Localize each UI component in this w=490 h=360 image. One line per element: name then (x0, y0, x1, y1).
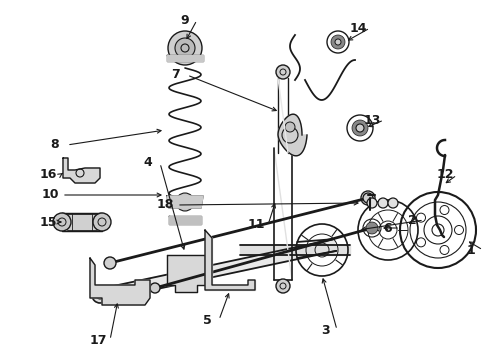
Text: 6: 6 (384, 221, 392, 234)
Circle shape (53, 213, 71, 231)
Circle shape (363, 193, 373, 203)
Text: 1: 1 (466, 243, 475, 256)
Text: 4: 4 (144, 157, 152, 170)
Polygon shape (167, 55, 203, 61)
Text: 3: 3 (320, 324, 329, 337)
Polygon shape (278, 78, 288, 153)
Polygon shape (62, 213, 102, 231)
Text: 9: 9 (181, 13, 189, 27)
Polygon shape (274, 148, 292, 280)
Circle shape (276, 65, 290, 79)
Polygon shape (169, 216, 201, 224)
Circle shape (175, 38, 195, 58)
Circle shape (150, 283, 160, 293)
Circle shape (331, 35, 345, 49)
Text: 18: 18 (156, 198, 173, 211)
Circle shape (92, 287, 108, 303)
Circle shape (168, 31, 202, 65)
Circle shape (93, 213, 111, 231)
Circle shape (378, 198, 388, 208)
Polygon shape (167, 196, 203, 208)
Circle shape (367, 223, 377, 233)
Circle shape (176, 193, 194, 211)
Circle shape (366, 222, 378, 234)
Circle shape (388, 198, 398, 208)
Polygon shape (63, 158, 100, 183)
Polygon shape (167, 255, 205, 292)
Polygon shape (90, 258, 150, 305)
Text: 8: 8 (50, 139, 59, 152)
Circle shape (285, 122, 295, 132)
Text: 12: 12 (436, 168, 454, 181)
Circle shape (335, 39, 341, 45)
Polygon shape (99, 239, 336, 301)
Polygon shape (278, 114, 307, 156)
Text: 5: 5 (203, 314, 211, 327)
Text: 11: 11 (247, 219, 265, 231)
Text: 7: 7 (171, 68, 179, 81)
Polygon shape (240, 245, 350, 255)
Polygon shape (205, 230, 255, 290)
Circle shape (352, 120, 368, 136)
Text: 16: 16 (39, 168, 57, 181)
Circle shape (276, 279, 290, 293)
Circle shape (356, 124, 364, 132)
Circle shape (104, 257, 116, 269)
Text: 15: 15 (39, 216, 57, 229)
Text: 14: 14 (349, 22, 367, 35)
Text: 13: 13 (363, 113, 381, 126)
Circle shape (367, 198, 377, 208)
Text: 10: 10 (41, 189, 59, 202)
Text: 17: 17 (89, 333, 107, 346)
Text: 2: 2 (408, 213, 416, 226)
